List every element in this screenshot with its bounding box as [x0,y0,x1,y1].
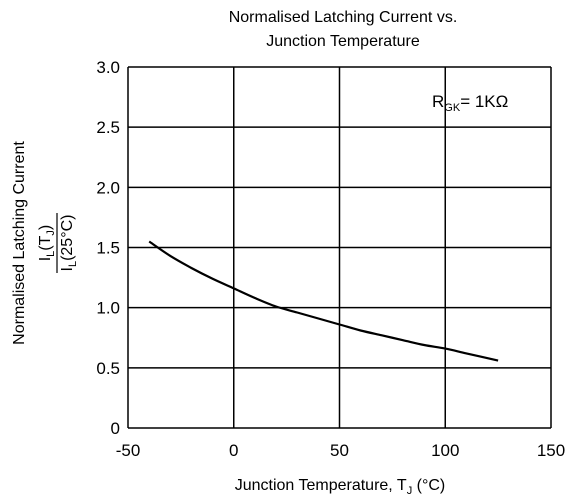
grid [127,66,552,429]
y-fraction-num-main: I [37,257,54,261]
x-tick-label: -50 [116,441,141,460]
annotation-sub: GK [444,102,461,114]
y-tick-label: 2.5 [96,118,120,137]
y-tick-label: 1.0 [96,299,120,318]
y-fraction-num-close: ) [37,225,54,230]
x-axis-label: Junction Temperature, TJ (°C) [235,477,446,497]
y-fraction-denominator: IL(25°C) [59,215,79,272]
y-tick-label: 2.0 [96,178,120,197]
x-tick-label: 0 [229,441,238,460]
annotation-rest: = 1KΩ [460,92,508,111]
series-line [148,240,499,362]
y-fraction-den-main: I [59,267,76,271]
x-tick-label: 150 [537,441,565,460]
y-axis-label: Normalised Latching Current [11,141,28,345]
x-axis-label-unit: (°C) [412,477,445,494]
y-tick-labels: 0 0.5 1.0 1.5 2.0 2.5 3.0 [96,58,120,438]
y-fraction-num-arg-sub: J [45,230,57,236]
y-tick-label: 1.5 [96,239,120,258]
y-fraction-numerator: IL(TJ) [37,225,57,262]
chart-title-line1: Normalised Latching Current vs. [229,9,458,26]
y-tick-label: 0.5 [96,359,120,378]
x-tick-labels: -50 0 50 100 150 [116,441,565,460]
y-tick-label: 3.0 [96,58,120,77]
chart-title-line2: Junction Temperature [266,33,420,50]
annotation-rgk: RGK= 1KΩ [432,92,508,114]
y-fraction-num-arg: (T [37,235,54,250]
series-group [148,240,499,362]
y-axis-fraction: IL(TJ) IL(25°C) [37,213,79,273]
y-fraction-den-sub: L [67,261,79,267]
x-tick-label: 100 [431,441,459,460]
y-tick-label: 0 [111,419,120,438]
x-tick-label: 50 [330,441,349,460]
y-fraction-num-sub: L [45,251,57,257]
annotation-main: R [432,92,444,111]
x-axis-label-main: Junction Temperature, T [235,477,407,494]
y-fraction-den-arg: (25°C) [59,215,76,261]
x-axis-label-sub: J [407,485,413,497]
